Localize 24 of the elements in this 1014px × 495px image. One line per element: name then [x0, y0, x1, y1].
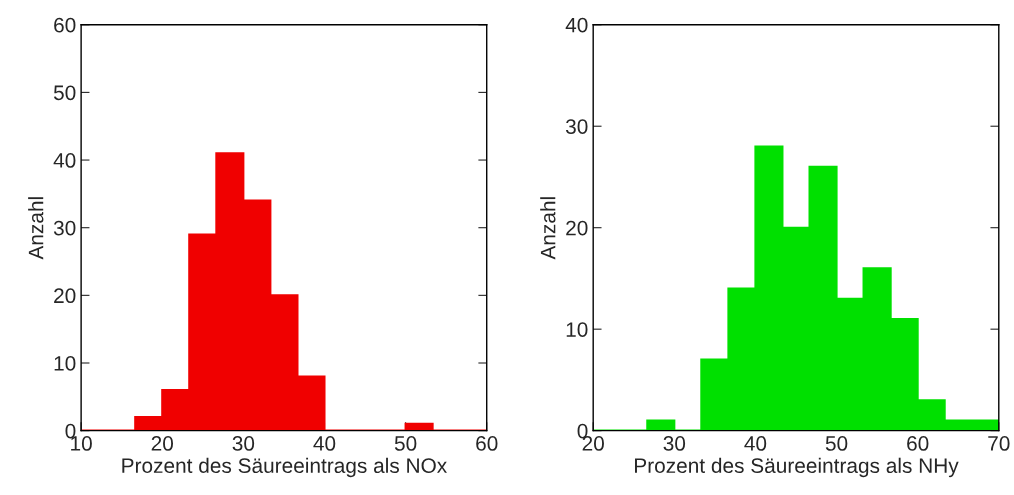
x-tick-label: 70	[988, 436, 1010, 451]
x-tick-label: 40	[744, 436, 767, 451]
x-tick-label: 40	[313, 436, 336, 451]
x-axis-title: Prozent des Säureeintrags als NHy	[635, 457, 959, 478]
x-axis-title: Prozent des Säureeintrags als NOx	[122, 457, 447, 478]
x-tick-label: 50	[825, 436, 848, 451]
y-axis-title: Anzahl	[28, 197, 44, 260]
x-tick-label: 60	[476, 436, 498, 451]
y-axis-title: Anzahl	[540, 197, 556, 260]
y-tick-label: 40	[565, 17, 588, 33]
y-tick-label: 10	[566, 322, 588, 337]
x-tick-label: 50	[394, 436, 417, 451]
y-tick-label: 10	[54, 356, 76, 371]
y-tick-label: 50	[53, 85, 76, 101]
y-tick-label: 20	[566, 220, 588, 236]
y-tick-label: 20	[54, 288, 76, 304]
y-tick-label: 40	[53, 153, 76, 168]
x-tick-label: 60	[907, 436, 929, 451]
x-tick-label: 20	[151, 436, 174, 451]
y-tick-label: 30	[565, 119, 588, 134]
y-tick-label: 60	[54, 17, 76, 33]
x-tick-label: 30	[232, 436, 255, 451]
x-tick-label: 30	[663, 436, 686, 451]
y-tick-label: 30	[53, 220, 76, 236]
